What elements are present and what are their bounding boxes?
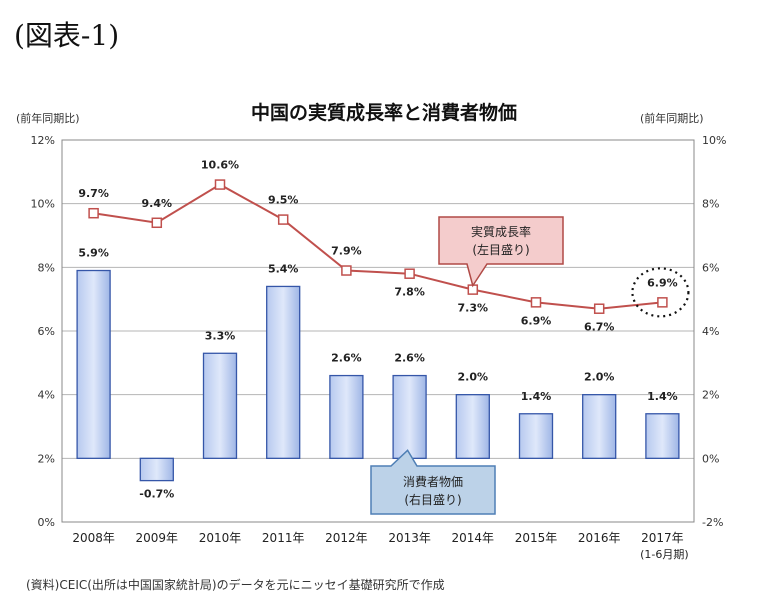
gdp-data-label: 7.3%: [458, 302, 489, 315]
gdp-data-label: 9.4%: [142, 197, 173, 210]
left-tick-label: 0%: [38, 516, 55, 529]
gdp-growth-marker: [404, 268, 415, 279]
left-tick-label: 10%: [31, 198, 55, 211]
cpi-callout-scale: (右目盛り): [404, 492, 461, 507]
x-tick-label: 2008年: [72, 531, 115, 545]
cpi-data-label: -0.7%: [139, 488, 174, 501]
right-tick-label: 2%: [702, 389, 719, 402]
gdp-growth-marker: [341, 265, 352, 276]
plot-frame: [61, 139, 695, 523]
right-tick-label: 6%: [702, 261, 719, 274]
source-note: (資料)CEIC(出所は中国国家統計局)のデータを元にニッセイ基礎研究所で作成: [26, 578, 445, 592]
x-tick-label: 2011年: [262, 531, 305, 545]
gdp-growth-marker: [151, 217, 163, 229]
x-tick-label: 2014年: [452, 531, 495, 545]
highlight-circle: [631, 267, 690, 318]
cpi-data-label: 2.6%: [394, 352, 425, 365]
gdp-data-label: 9.5%: [268, 194, 299, 207]
cpi-bar: [392, 374, 427, 459]
cpi-callout-title: 消費者物価: [403, 474, 463, 489]
x-tick-label: 2015年: [515, 531, 558, 545]
gdp-callout-box: [438, 216, 564, 288]
gdp-data-label: 6.9%: [521, 314, 552, 327]
cpi-data-label: 3.3%: [205, 329, 236, 342]
gdp-data-label: 9.7%: [78, 187, 109, 200]
gdp-data-label: 10.6%: [201, 159, 239, 172]
x-tick-label: 2013年: [388, 531, 431, 545]
gdp-callout-scale: (左目盛り): [472, 242, 529, 257]
cpi-callout-box: [370, 449, 496, 515]
left-tick-label: 6%: [38, 325, 55, 338]
cpi-data-label: 2.0%: [458, 371, 489, 384]
cpi-data-label: 5.9%: [78, 247, 109, 260]
x-tick-label: 2012年: [325, 531, 368, 545]
left-tick-label: 12%: [31, 134, 55, 147]
gdp-data-label: 6.9%: [647, 276, 678, 289]
gdp-growth-marker: [214, 179, 226, 190]
left-axis-unit-label: (前年同期比): [16, 112, 80, 125]
right-tick-label: -2%: [702, 516, 723, 529]
left-tick-label: 2%: [38, 452, 55, 465]
x-tick-sublabel: (1-6月期): [640, 548, 689, 561]
right-tick-label: 8%: [702, 198, 719, 211]
left-tick-label: 8%: [38, 261, 55, 274]
gdp-growth-line: [93, 183, 663, 310]
gdp-growth-marker: [593, 303, 605, 314]
cpi-bar: [645, 413, 680, 459]
cpi-bar: [202, 352, 238, 459]
figure-label: (図表-1): [14, 19, 120, 52]
cpi-data-label: 2.6%: [331, 352, 362, 365]
cpi-data-label: 5.4%: [268, 262, 299, 275]
cpi-bar: [518, 413, 554, 459]
cpi-bar: [329, 374, 364, 459]
right-axis-unit-label: (前年同期比): [640, 112, 704, 125]
gdp-data-label: 7.9%: [331, 245, 362, 258]
left-tick-label: 4%: [38, 389, 55, 402]
gdp-growth-marker: [88, 207, 99, 219]
cpi-bar: [582, 394, 617, 459]
cpi-bar: [266, 285, 301, 459]
gdp-callout-title: 実質成長率: [471, 224, 531, 239]
right-tick-label: 4%: [702, 325, 719, 338]
x-tick-label: 2009年: [136, 531, 179, 545]
cpi-data-label: 2.0%: [584, 371, 615, 384]
gdp-growth-marker: [277, 214, 289, 225]
gdp-growth-marker: [657, 297, 668, 308]
x-tick-label: 2010年: [199, 531, 242, 545]
x-tick-label: 2016年: [578, 531, 621, 545]
right-tick-label: 0%: [702, 452, 719, 465]
cpi-data-label: 1.4%: [647, 390, 678, 403]
gdp-growth-marker: [530, 297, 542, 308]
cpi-bar: [455, 394, 490, 459]
gdp-data-label: 6.7%: [584, 321, 615, 334]
chart-title: 中国の実質成長率と消費者物価: [250, 102, 517, 124]
x-tick-label: 2017年: [641, 531, 684, 545]
gdp-data-label: 7.8%: [394, 286, 425, 299]
right-tick-label: 10%: [702, 134, 726, 147]
cpi-bar: [76, 269, 111, 459]
cpi-data-label: 1.4%: [521, 390, 552, 403]
cpi-bar: [139, 457, 174, 482]
